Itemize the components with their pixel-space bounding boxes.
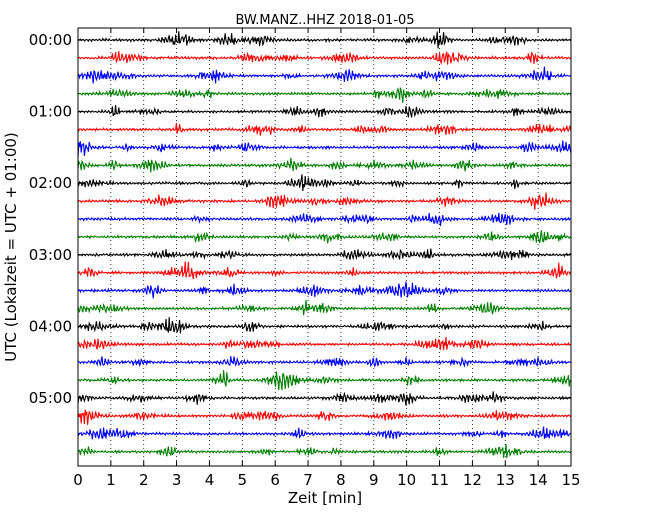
x-tick-label: 11: [430, 471, 449, 489]
x-tick-label: 15: [561, 471, 580, 489]
x-axis: 0 1 2 3 4 5 6 7 8 9 10 11 12 13 14 15: [73, 28, 581, 489]
x-tick-label: 5: [238, 471, 248, 489]
trace-4: [77, 104, 572, 118]
x-tick-label: 6: [270, 471, 280, 489]
trace-23: [77, 443, 572, 459]
traces: [77, 31, 572, 459]
trace-10: [77, 212, 571, 227]
x-tick-label: 9: [369, 471, 379, 489]
trace-11: [77, 230, 571, 244]
chart-title: BW.MANZ..HHZ 2018-01-05: [235, 13, 414, 28]
x-tick-label: 7: [303, 471, 313, 489]
y-tick-label: 04:00: [29, 317, 72, 335]
y-tick-label: 00:00: [29, 31, 72, 49]
trace-8: [77, 174, 572, 192]
trace-9: [77, 192, 572, 210]
x-tick-label: 2: [139, 471, 149, 489]
plot-frame: [77, 27, 572, 467]
trace-2: [77, 66, 572, 84]
x-tick-label: 4: [205, 471, 215, 489]
x-tick-label: 1: [106, 471, 116, 489]
x-axis-label: Zeit [min]: [288, 489, 362, 507]
trace-13: [77, 261, 572, 280]
trace-17: [77, 337, 571, 351]
y-tick-label: 03:00: [29, 246, 72, 264]
x-tick-label: 13: [496, 471, 515, 489]
x-tick-label: 12: [463, 471, 482, 489]
trace-6: [77, 140, 572, 158]
trace-16: [77, 317, 572, 334]
x-tick-label: 14: [529, 471, 548, 489]
y-tick-label: 05:00: [29, 389, 72, 407]
trace-0: [77, 31, 572, 49]
y-axis: 00:00 01:00 02:00 03:00 04:00 05:00: [29, 31, 571, 407]
trace-19: [77, 370, 572, 391]
trace-22: [77, 426, 572, 440]
x-tick-label: 3: [172, 471, 182, 489]
trace-12: [77, 248, 572, 261]
trace-7: [77, 157, 571, 173]
y-axis-label: UTC (Lokalzeit = UTC + 01:00): [2, 132, 20, 362]
trace-1: [77, 51, 572, 65]
trace-5: [77, 122, 572, 136]
x-tick-label: 10: [397, 471, 416, 489]
trace-14: [77, 281, 572, 299]
trace-18: [77, 356, 572, 368]
y-tick-label: 02:00: [29, 174, 72, 192]
x-tick-label: 0: [73, 471, 83, 489]
y-tick-label: 01:00: [29, 103, 72, 121]
trace-3: [77, 87, 572, 103]
trace-15: [77, 299, 571, 316]
trace-20: [77, 391, 572, 406]
x-tick-label: 8: [336, 471, 346, 489]
trace-21: [77, 409, 571, 425]
